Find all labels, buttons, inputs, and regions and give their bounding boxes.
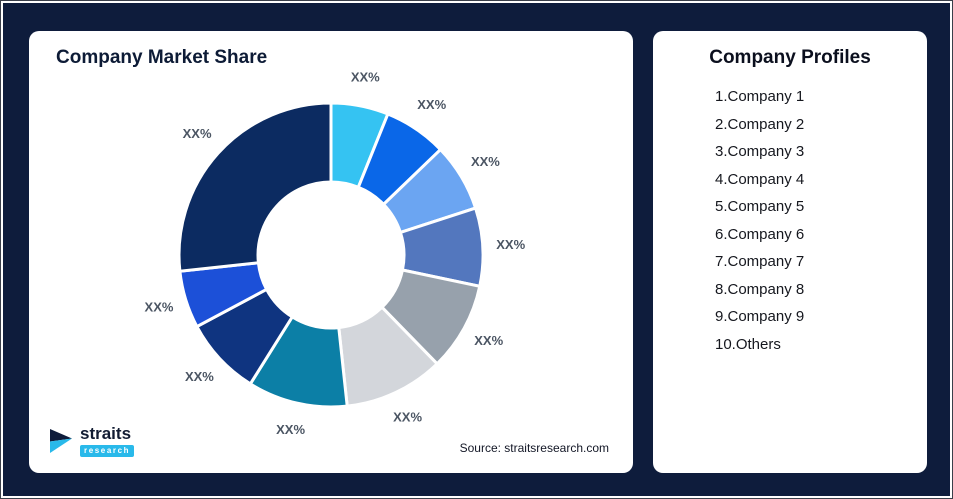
segment-label: XX%: [145, 299, 174, 314]
segment-label: XX%: [471, 154, 500, 169]
list-item: 1.Company 1: [715, 88, 805, 105]
donut-chart: XX% XX% XX% XX% XX% XX% XX% XX% XX% XX%: [145, 70, 526, 437]
segment-label: XX%: [393, 409, 422, 424]
logo-triangle-top: [50, 429, 72, 442]
source-text: Source: straitsresearch.com: [459, 441, 609, 455]
chart-title: Company Market Share: [56, 47, 268, 68]
logo-brand-text: straits: [80, 424, 132, 444]
logo-sub-text: research: [80, 445, 135, 457]
list-item: 2.Company 2: [715, 115, 805, 133]
list-item: 5.Company 5: [715, 198, 805, 215]
segment-label: XX%: [185, 369, 214, 384]
logo-triangle-bottom: [50, 438, 72, 454]
segment-label: XX%: [276, 422, 305, 437]
logo-play-icon: [50, 429, 72, 454]
chart-card: Company Market Share XX% XX% XX% XX% XX% XX% X…: [29, 31, 633, 473]
profiles-card: Company Profiles 1.Company 1 2.Company 2 3…: [653, 31, 927, 473]
segment-label: XX%: [183, 126, 212, 141]
list-item: 4.Company 4: [715, 170, 805, 188]
segment-label: XX%: [417, 97, 446, 112]
segment-label: XX%: [496, 237, 525, 252]
logo-text: straits research: [80, 424, 135, 457]
list-item: 10.Others: [715, 335, 781, 353]
segment-label: XX%: [351, 70, 380, 85]
company-profiles-list: 1.Company 1 2.Company 2 3.Company 3 4.Compa…: [715, 83, 917, 358]
donut-segment-others: [177, 101, 333, 273]
list-item: 9.Company 9: [715, 308, 805, 325]
straits-research-logo: straits research: [49, 424, 135, 457]
page-background: Company Market Share XX% XX% XX% XX% XX% XX% X…: [3, 3, 950, 496]
profiles-title: Company Profiles: [709, 47, 871, 68]
list-item: 3.Company 3: [715, 143, 805, 160]
list-item: 7.Company 7: [715, 253, 805, 270]
list-item: 8.Company 8: [715, 280, 805, 298]
segment-label: XX%: [474, 333, 503, 348]
list-item: 6.Company 6: [715, 225, 805, 243]
